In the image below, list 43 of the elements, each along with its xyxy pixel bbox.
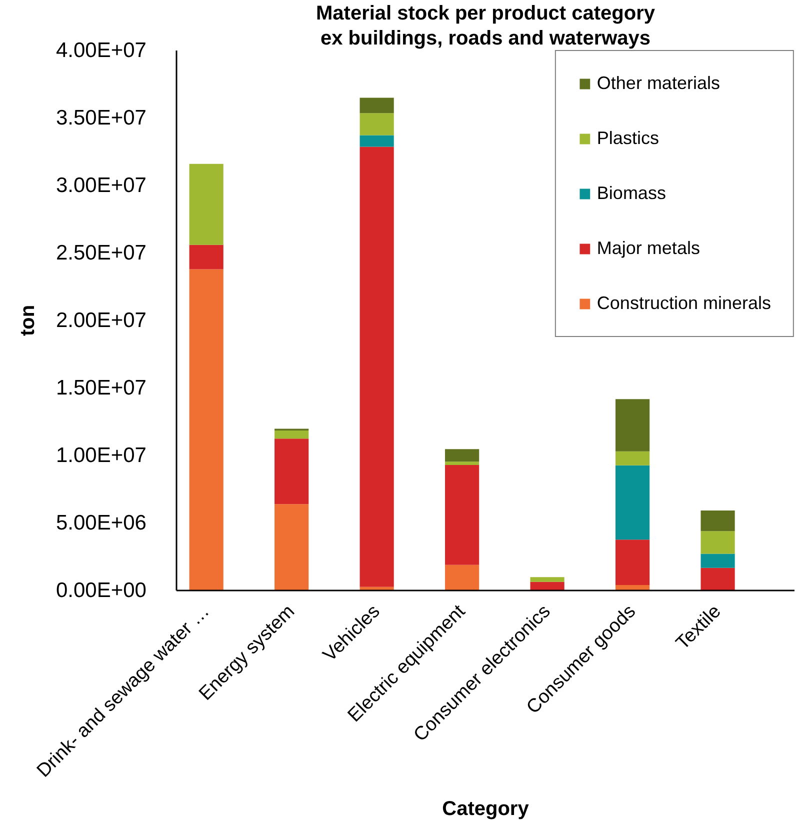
y-axis-title: ton	[17, 304, 39, 336]
bar	[700, 531, 735, 554]
x-axis-title: Category	[442, 798, 530, 820]
bar	[360, 98, 394, 114]
bar	[700, 568, 735, 590]
bar	[530, 577, 564, 582]
legend-label: Biomass	[596, 183, 666, 204]
bar	[189, 164, 224, 245]
bar	[445, 464, 480, 565]
bar	[615, 465, 650, 540]
y-tick-label: 0.00E+00	[56, 579, 147, 602]
chart-subtitle: ex buildings, roads and waterways	[320, 28, 651, 50]
y-tick-label: 5.00E+06	[56, 512, 147, 534]
legend-label: Plastics	[596, 128, 659, 149]
bar	[445, 449, 480, 462]
legend-label: Construction minerals	[596, 293, 771, 314]
y-tick-label: 1.50E+07	[56, 376, 147, 400]
y-tick-label: 1.00E+07	[56, 444, 147, 467]
legend-label: Major metals	[596, 238, 700, 259]
bar	[615, 399, 650, 452]
legend-label: Other materials	[596, 73, 720, 94]
bar	[445, 564, 480, 590]
chart-title: Material stock per product category	[316, 2, 656, 24]
bar	[274, 504, 309, 590]
bar	[700, 554, 735, 568]
bar	[615, 540, 650, 585]
bar	[189, 244, 224, 270]
bar	[615, 451, 650, 466]
bar	[615, 584, 650, 590]
y-tick-label: 2.50E+07	[56, 242, 147, 264]
bar	[360, 113, 394, 136]
y-tick-label: 4.00E+07	[56, 39, 147, 62]
y-tick-label: 3.00E+07	[56, 174, 147, 197]
bar	[445, 462, 480, 465]
bar	[274, 430, 309, 439]
bar	[360, 146, 394, 587]
bar	[700, 510, 735, 532]
bar	[360, 135, 394, 147]
y-tick-label: 2.00E+07	[56, 309, 147, 332]
bar	[530, 582, 564, 590]
y-tick-label: 3.50E+07	[56, 106, 147, 130]
bar	[274, 438, 309, 504]
bar	[189, 269, 224, 590]
